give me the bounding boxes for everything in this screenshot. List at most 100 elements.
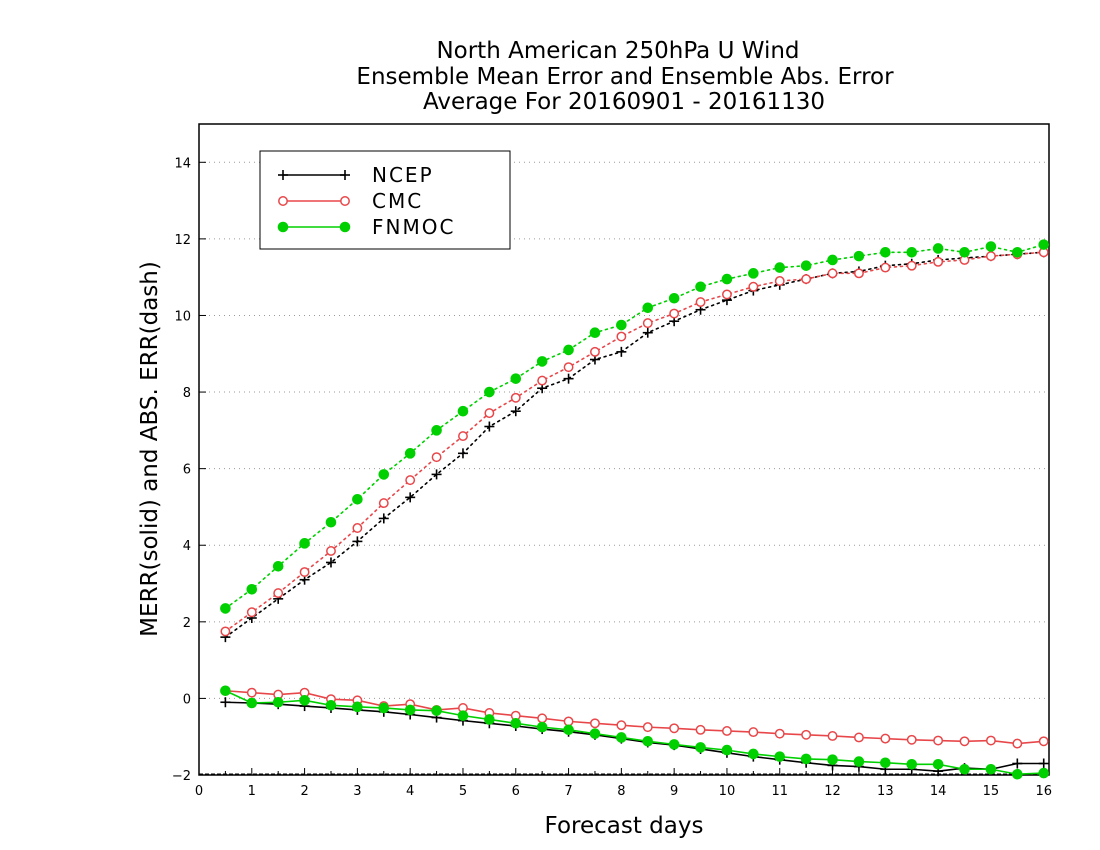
fnmoc-mean-err-point (246, 697, 258, 709)
fnmoc-mean-err-point (431, 705, 442, 716)
fnmoc-mean-err-point (642, 736, 654, 747)
fnmoc-mean-err-point (853, 756, 865, 767)
fnmoc-mean-err-point (589, 728, 601, 739)
fnmoc-abs-err-point (404, 448, 416, 459)
cmc-mean-err-point (642, 722, 653, 733)
fnmoc-mean-err-point (985, 763, 997, 775)
cmc-abs-err-point (246, 607, 257, 618)
fnmoc-abs-err-point (272, 560, 284, 572)
fnmoc-mean-err-point (378, 702, 390, 714)
cmc-abs-err-point (748, 281, 759, 292)
x-tick-label: 5 (459, 784, 467, 799)
fnmoc-mean-err-point (827, 754, 838, 765)
legend-item-ncep: NCEP (278, 163, 432, 187)
x-tick-label: 13 (877, 784, 894, 799)
fnmoc-mean-err-point (774, 751, 786, 762)
cmc-mean-err-point (880, 733, 891, 744)
y-tick-label: 10 (174, 309, 191, 324)
cmc-abs-err-point (484, 408, 495, 419)
legend-item-fnmoc: FNMOC (277, 215, 453, 239)
y-tick-label: 12 (174, 233, 191, 248)
cmc-abs-err-point (273, 588, 284, 599)
cmc-abs-err-point (299, 567, 310, 577)
cmc-mean-err-point (1038, 736, 1049, 747)
cmc-abs-err-point (880, 262, 891, 273)
x-tick-label: 7 (564, 784, 572, 799)
cmc-abs-err-point (405, 475, 416, 486)
ncep-mean-err-point (1038, 758, 1049, 769)
ncep-abs-err-line (224, 251, 1045, 638)
fnmoc-abs-err-point (642, 302, 654, 314)
ncep-abs-err-point (378, 513, 389, 524)
cmc-abs-err-point (642, 318, 653, 329)
fnmoc-abs-err-point (536, 356, 548, 367)
fnmoc-abs-err-point (1038, 239, 1050, 250)
y-tick-label: 2 (183, 616, 191, 631)
cmc-abs-err-point (695, 297, 706, 308)
fnmoc-mean-err-point (220, 685, 231, 697)
fnmoc-abs-err-point (299, 538, 310, 549)
ncep-abs-err-point (352, 536, 363, 547)
cmc-mean-err-point (616, 720, 627, 731)
fnmoc-abs-err-point (853, 250, 865, 262)
legend-item-cmc: CMC (278, 189, 421, 213)
fnmoc-mean-err-point (959, 763, 970, 775)
x-tick-label: 9 (670, 784, 678, 799)
fnmoc-mean-err-point (536, 721, 548, 733)
cmc-abs-err-point (510, 392, 521, 403)
cmc-abs-err-point (669, 308, 680, 319)
y-tick-label: 0 (183, 692, 191, 707)
x-tick-label: 15 (983, 784, 1000, 799)
fnmoc-mean-err-point (616, 732, 627, 743)
fnmoc-abs-err-point (589, 327, 601, 339)
y-tick-label: 6 (183, 463, 191, 478)
fnmoc-mean-err-point (880, 757, 891, 769)
fnmoc-abs-err-point (246, 583, 258, 595)
ncep-mean-err-point (220, 697, 231, 708)
cmc-mean-err-point (906, 734, 917, 745)
cmc-abs-err-point (616, 331, 627, 342)
chart-title-line-2: Ensemble Mean Error and Ensemble Abs. Er… (356, 64, 894, 90)
ncep-abs-err-point (325, 557, 336, 568)
ncep-mean-err-point (1012, 758, 1023, 769)
fnmoc-abs-err-point (457, 405, 469, 417)
x-tick-label: 8 (617, 784, 625, 799)
x-tick-label: 2 (300, 784, 308, 799)
fnmoc-abs-err-point (616, 319, 627, 331)
fnmoc-abs-err-point (563, 344, 574, 356)
cmc-abs-err-point (352, 523, 363, 533)
ncep-abs-err-point (642, 327, 653, 338)
fnmoc-abs-err-point (774, 262, 786, 273)
x-axis-title: Forecast days (545, 813, 704, 839)
cmc-abs-err-point (590, 346, 600, 357)
y-tick-label: 8 (183, 386, 191, 401)
cmc-mean-err-point (853, 732, 864, 743)
ncep-abs-err-point (510, 406, 521, 417)
y-axis-title: MERR(solid) and ABS. ERR(dash) (137, 261, 163, 637)
fnmoc-mean-err-point (457, 710, 469, 721)
cmc-mean-err-point (246, 687, 257, 698)
legend-marker (278, 196, 288, 206)
fnmoc-abs-err-point (484, 386, 495, 398)
legend-marker (278, 170, 288, 180)
fnmoc-abs-err-point (220, 603, 231, 614)
ncep-abs-err-point (484, 421, 495, 432)
cmc-abs-err-point (458, 431, 468, 442)
fnmoc-abs-err-point (721, 273, 733, 285)
fnmoc-mean-err-point (721, 744, 733, 756)
plot-series (220, 239, 1050, 780)
fnmoc-abs-err-point (1012, 246, 1023, 258)
fnmoc-abs-err-point (880, 246, 891, 258)
y-tick-label: −2 (172, 769, 191, 784)
legend-box (259, 150, 511, 250)
x-tick-label: 16 (1035, 784, 1052, 799)
cmc-abs-err-point (537, 375, 548, 386)
fnmoc-mean-err-point (325, 700, 337, 711)
x-tick-label: 10 (719, 784, 736, 799)
ncep-abs-err-point (616, 346, 627, 357)
cmc-abs-err-point (722, 289, 732, 300)
chart-title-line-3: Average For 20160901 - 20161130 (423, 89, 825, 115)
cmc-abs-err-point (853, 268, 864, 279)
cmc-mean-err-point (1012, 738, 1023, 749)
